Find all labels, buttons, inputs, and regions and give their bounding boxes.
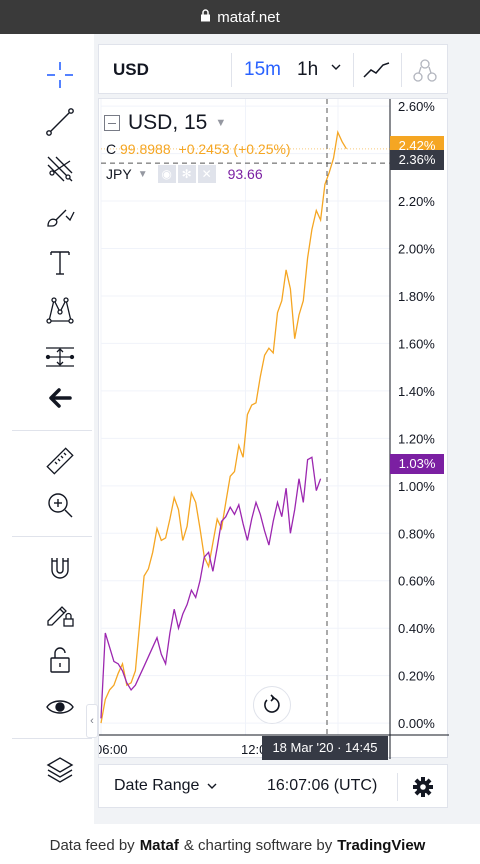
chevron-down-icon xyxy=(207,779,217,793)
header-divider xyxy=(353,53,354,87)
header-divider xyxy=(401,53,402,87)
line-chart-icon[interactable] xyxy=(361,55,393,85)
price-chart[interactable]: 2.60%2.40%2.20%2.00%1.80%1.60%1.40%1.20%… xyxy=(99,99,449,759)
series-line-usd xyxy=(100,129,347,724)
close-icon[interactable]: ✕ xyxy=(197,165,216,183)
toolbar-divider xyxy=(12,430,92,431)
y-tick-label: 0.40% xyxy=(398,621,435,636)
bottom-toolbar: Date Range 16:07:06 (UTC) xyxy=(98,764,448,808)
legend-symbol-text: USD, 15 xyxy=(128,111,208,134)
chart-header: USD 15m 1h xyxy=(98,44,448,94)
legend-compare-value: 93.66 xyxy=(227,166,263,182)
pitchfork-icon[interactable] xyxy=(39,148,81,190)
y-tick-label: 1.80% xyxy=(398,289,435,304)
footer-credits: Data feed by Mataf & charting software b… xyxy=(0,826,480,864)
crosshair-icon[interactable] xyxy=(39,54,81,96)
eye-icon[interactable]: ◉ xyxy=(157,165,176,183)
legend-compare-symbol[interactable]: JPY xyxy=(106,166,132,182)
date-range-button[interactable]: Date Range xyxy=(114,777,217,795)
legend-c-label: C xyxy=(106,141,117,157)
toolbar-divider xyxy=(12,738,92,739)
back-arrow-icon[interactable] xyxy=(39,377,81,419)
lock-icon xyxy=(200,8,211,26)
indicators-icon[interactable] xyxy=(409,55,441,85)
y-tick-label: 1.20% xyxy=(398,431,435,446)
unlock-icon[interactable] xyxy=(39,639,81,681)
header-divider xyxy=(231,53,232,87)
footer-middle: & charting software by xyxy=(183,836,333,854)
gear-icon[interactable] xyxy=(409,773,437,801)
utc-clock[interactable]: 16:07:06 (UTC) xyxy=(267,777,378,794)
y-tick-label: 1.40% xyxy=(398,384,435,399)
drawing-toolbar xyxy=(0,34,94,824)
text-icon[interactable] xyxy=(39,242,81,284)
legend-c-value: 99.8988 xyxy=(120,141,171,157)
y-tick-label: 1.00% xyxy=(398,479,435,494)
magnet-icon[interactable] xyxy=(39,547,81,589)
interval-1h[interactable]: 1h xyxy=(297,59,319,80)
y-tick-label: 1.60% xyxy=(398,336,435,351)
crosshair-price-label: 2.36% xyxy=(390,150,444,170)
crosshair-time-label: 18 Mar '20 · 14:45 xyxy=(262,736,388,760)
trend-line-icon[interactable] xyxy=(39,101,81,143)
y-tick-label: 0.60% xyxy=(398,574,435,589)
interval-15m[interactable]: 15m xyxy=(244,59,281,80)
brush-icon[interactable] xyxy=(39,195,81,237)
url-text: mataf.net xyxy=(217,8,280,26)
layers-icon[interactable] xyxy=(39,748,81,790)
chart-panel[interactable]: 2.60%2.40%2.20%2.00%1.80%1.60%1.40%1.20%… xyxy=(98,98,449,759)
measure-icon[interactable] xyxy=(39,336,81,378)
y-tick-label: 0.80% xyxy=(398,526,435,541)
jpy-price-label: 1.03% xyxy=(390,454,444,474)
chevron-down-icon[interactable] xyxy=(331,59,341,75)
browser-url-bar[interactable]: mataf.net xyxy=(0,0,480,34)
legend-main-symbol[interactable]: USD, 15 ▼ xyxy=(104,111,226,135)
legend-close-values: C 99.8988 +0.2453 (+0.25%) xyxy=(106,141,291,157)
collapse-toolbar-handle[interactable]: ‹ xyxy=(86,704,98,738)
date-range-label: Date Range xyxy=(114,777,200,794)
x-tick-label: 06:00 xyxy=(99,742,128,757)
zoom-in-icon[interactable] xyxy=(39,484,81,526)
legend-compare: JPY ▼ ◉ ✻ ✕ 93.66 xyxy=(106,165,263,183)
chevron-down-icon[interactable]: ▼ xyxy=(215,117,227,129)
bottom-divider xyxy=(397,773,398,801)
ruler-icon[interactable] xyxy=(39,440,81,482)
y-tick-label: 2.60% xyxy=(398,99,435,114)
collapse-legend-icon[interactable] xyxy=(104,115,120,131)
y-tick-label: 0.20% xyxy=(398,669,435,684)
reset-icon xyxy=(264,694,280,713)
toolbar-divider xyxy=(12,536,92,537)
series-line-jpy xyxy=(100,456,322,719)
y-tick-label: 2.20% xyxy=(398,194,435,209)
footer-tradingview-link[interactable]: TradingView xyxy=(337,836,426,854)
y-tick-label: 2.00% xyxy=(398,242,435,257)
eye-icon[interactable] xyxy=(39,686,81,728)
footer-prefix: Data feed by xyxy=(49,836,135,854)
y-tick-label: 0.00% xyxy=(398,716,435,731)
reset-chart-button[interactable] xyxy=(253,686,291,724)
symbol-search[interactable]: USD xyxy=(113,60,149,79)
legend-c-change: +0.2453 (+0.25%) xyxy=(178,141,291,157)
pattern-icon[interactable] xyxy=(39,289,81,331)
lock-pencil-icon[interactable] xyxy=(39,592,81,634)
footer-mataf-link[interactable]: Mataf xyxy=(139,836,179,854)
chevron-down-icon[interactable]: ▼ xyxy=(137,168,148,180)
gear-icon[interactable]: ✻ xyxy=(177,165,196,183)
